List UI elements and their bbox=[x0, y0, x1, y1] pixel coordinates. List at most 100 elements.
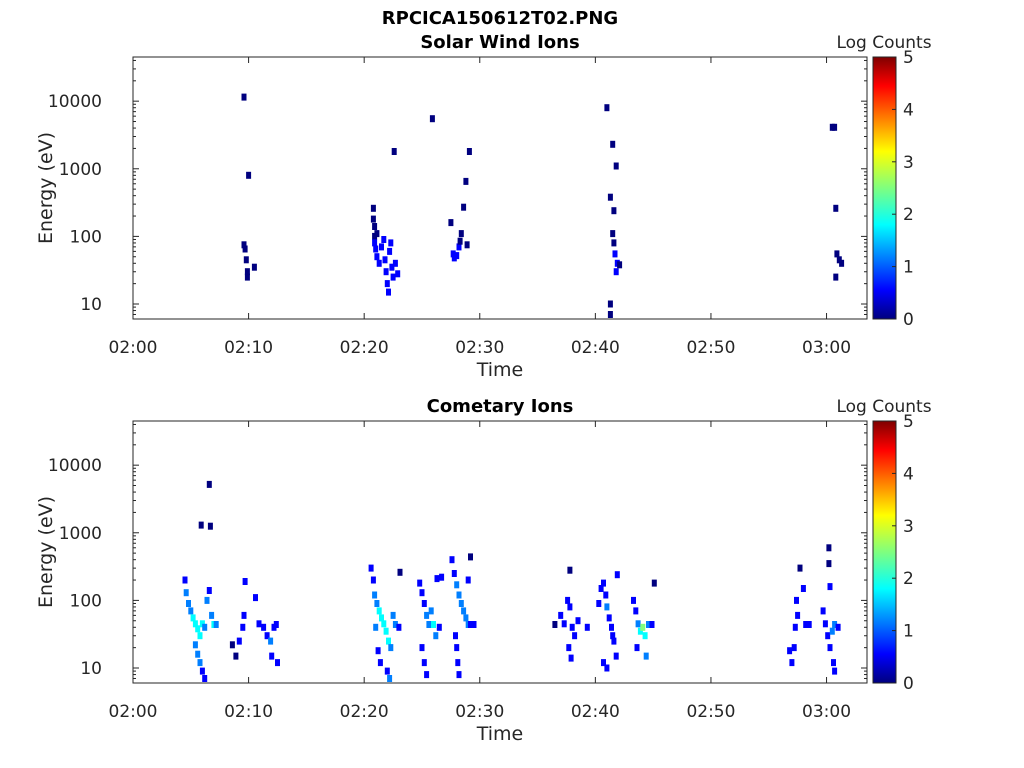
heatmap-cell bbox=[827, 583, 833, 591]
heatmap-cell bbox=[383, 268, 389, 276]
heatmap-cell bbox=[198, 521, 204, 529]
colorbar-gradient bbox=[872, 420, 897, 684]
heatmap-cell bbox=[611, 207, 617, 215]
colorbar-tick-label: 3 bbox=[903, 517, 914, 537]
colorbar-ticks: 0 1 2 3 4 5 bbox=[892, 48, 914, 330]
heatmap-cell bbox=[419, 589, 425, 597]
heatmap-cell bbox=[241, 611, 247, 619]
heatmap-cell bbox=[820, 607, 826, 615]
heatmap-cell bbox=[635, 620, 641, 628]
heatmap-cell bbox=[832, 123, 838, 131]
heatmap-cell bbox=[190, 614, 196, 622]
colorbar-tick-label: 2 bbox=[903, 205, 914, 225]
heatmap-cell bbox=[192, 620, 198, 628]
heatmap-cell bbox=[791, 644, 797, 652]
heatmap-cell bbox=[610, 632, 616, 640]
heatmap-cell bbox=[269, 652, 275, 660]
x-tick-label: 02:00 bbox=[109, 702, 158, 722]
heatmap-cell bbox=[370, 204, 376, 212]
heatmap-cell bbox=[207, 522, 213, 530]
heatmap-cell bbox=[264, 632, 270, 640]
heatmap-cell bbox=[379, 614, 384, 622]
heatmap-cell bbox=[240, 623, 246, 631]
heatmap-cell bbox=[637, 627, 643, 635]
x-tick-label: 02:00 bbox=[109, 338, 158, 358]
heatmap-cell bbox=[383, 627, 389, 635]
heatmap-cell bbox=[374, 230, 380, 238]
heatmap-cell bbox=[601, 659, 606, 667]
heatmap-cell bbox=[609, 623, 614, 631]
y-tick-label: 10000 bbox=[48, 92, 102, 112]
heatmap-cell bbox=[565, 596, 571, 604]
heatmap-cell bbox=[382, 256, 388, 264]
heatmap-cell bbox=[417, 579, 423, 587]
heatmap-cell bbox=[373, 623, 379, 631]
x-tick-label: 02:50 bbox=[686, 338, 735, 358]
heatmap-cell bbox=[388, 644, 394, 652]
colorbar-tick-label: 3 bbox=[903, 153, 914, 173]
heatmap-cell bbox=[450, 250, 456, 258]
heatmap-cell bbox=[567, 603, 573, 611]
heatmap-cell bbox=[607, 193, 613, 201]
heatmap-cell bbox=[610, 230, 616, 238]
colorbar-ticks: 0 1 2 3 4 5 bbox=[892, 412, 914, 694]
x-tick-label: 02:10 bbox=[224, 702, 273, 722]
heatmap-cell bbox=[456, 243, 462, 251]
x-tick-label: 02:30 bbox=[455, 338, 504, 358]
heatmap-cell bbox=[434, 575, 440, 583]
heatmap-cell bbox=[268, 637, 274, 645]
panel-title: Cometary Ions bbox=[427, 396, 574, 417]
colorbar-tick-label: 1 bbox=[903, 258, 914, 278]
heatmap-cell bbox=[612, 250, 618, 258]
heatmap-cell bbox=[603, 591, 609, 599]
colorbar-tick-label: 5 bbox=[903, 48, 914, 68]
heatmap-cell bbox=[424, 611, 430, 619]
heatmap-cell bbox=[256, 620, 262, 628]
heatmap-cell bbox=[458, 600, 464, 607]
colorbar-tick-label: 4 bbox=[903, 100, 914, 120]
heatmap-cell bbox=[374, 253, 380, 261]
heatmap-cell bbox=[197, 632, 203, 640]
heatmap-cell bbox=[569, 623, 575, 631]
colorbar-tick-label: 2 bbox=[903, 569, 914, 589]
heatmap-cell bbox=[613, 162, 619, 170]
heatmap-cell bbox=[568, 654, 574, 662]
heatmap-cell bbox=[596, 600, 602, 607]
heatmap-cell bbox=[454, 252, 460, 260]
colorbar-tick-label: 5 bbox=[903, 412, 914, 432]
heatmap-cell bbox=[449, 556, 455, 564]
colorbar-label: Log Counts bbox=[836, 33, 931, 53]
heatmap-cell bbox=[797, 564, 803, 572]
x-tick-label: 02:50 bbox=[686, 702, 735, 722]
heatmap-cell bbox=[448, 219, 454, 227]
heatmap-cell bbox=[610, 140, 616, 148]
y-tick-label: 1000 bbox=[59, 524, 102, 544]
heatmap-cell bbox=[431, 621, 436, 628]
heatmap-cell bbox=[461, 607, 467, 615]
heatmap-cell bbox=[646, 621, 651, 628]
heatmap-cell bbox=[392, 621, 398, 628]
heatmap-cell bbox=[806, 621, 812, 628]
heatmap-cell bbox=[827, 644, 833, 652]
heatmap-cell bbox=[468, 621, 473, 628]
heatmap-cell bbox=[457, 237, 463, 245]
heatmap-cell bbox=[182, 576, 188, 584]
heatmap-cell bbox=[453, 632, 458, 640]
heatmap-cell bbox=[199, 667, 205, 675]
heatmap-cell bbox=[374, 600, 380, 607]
heatmap-cell bbox=[370, 215, 376, 223]
heatmap-cell bbox=[649, 621, 655, 628]
heatmap-cell bbox=[825, 632, 831, 640]
heatmap-cell bbox=[826, 544, 832, 552]
heatmap-cell bbox=[251, 263, 257, 271]
heatmap-cell bbox=[387, 247, 393, 255]
heatmap-cell bbox=[192, 641, 198, 649]
x-axis: 02:00 02:10 02:20 02:30 02:40 02:50 03:00 bbox=[109, 57, 851, 358]
heatmap-cell bbox=[613, 268, 619, 276]
heatmap-cell bbox=[236, 637, 242, 645]
heatmap-cell bbox=[195, 625, 201, 633]
heatmap-cell bbox=[379, 243, 384, 251]
heatmap-cell bbox=[464, 241, 470, 249]
heatmap-cell bbox=[598, 585, 604, 592]
heatmap-cell bbox=[454, 644, 460, 652]
